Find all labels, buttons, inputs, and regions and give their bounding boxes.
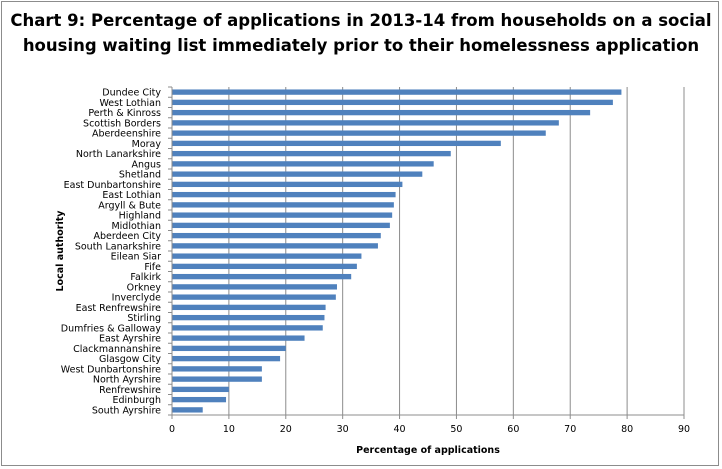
category-label: Aberdeenshire [92,129,161,140]
category-label: Orkney [127,282,162,293]
category-label: East Lothian [102,190,161,201]
bar [172,109,591,116]
category-label: Edinburgh [112,395,161,406]
x-tick-labels: 0 10 20 30 40 50 60 70 80 90 [169,424,690,435]
category-label: Dumfries & Galloway [61,323,162,334]
bar [172,386,229,393]
category-label: North Lanarkshire [76,149,161,160]
category-label: Inverclyde [112,293,162,304]
bar [172,222,390,229]
category-label: Shetland [119,170,161,181]
bar [172,314,325,321]
bar [172,253,362,259]
bar [172,130,546,136]
bar [172,120,559,126]
x-tick-label: 90 [678,424,690,435]
axes [168,86,685,419]
category-label: South Lanarkshire [75,241,161,252]
category-label: North Ayrshire [93,375,161,386]
bar [172,161,434,167]
category-label: Stirling [127,313,161,324]
category-label: Angus [131,159,161,170]
x-tick-label: 0 [169,424,175,435]
bar [172,212,393,218]
bar [172,99,613,106]
category-label: East Dunbartonshire [64,180,161,191]
x-tick-label: 70 [564,424,576,435]
category-label: Fife [144,262,161,273]
bar [172,335,305,341]
category-label: Dundee City [102,88,161,99]
category-label: Scottish Borders [83,118,161,129]
chart-title-line-2: housing waiting list immediately prior t… [22,36,700,55]
bar [172,191,396,198]
bar [172,202,394,208]
bar [172,304,326,311]
category-label: Aberdeen City [94,231,162,242]
x-tick-label: 20 [280,424,292,435]
x-tick-label: 80 [621,424,633,435]
category-label: Falkirk [130,272,161,283]
gridlines [228,87,685,415]
bar [172,294,336,300]
category-label: Midlothian [111,221,161,232]
bar [172,150,451,157]
category-label: Argyll & Bute [98,200,161,211]
category-label: East Ayrshire [99,334,161,345]
category-label: South Ayrshire [92,405,161,416]
bars [172,89,622,413]
category-label: Highland [119,211,161,222]
category-label: Renfrewshire [99,385,161,396]
x-tick-label: 30 [337,424,349,435]
bar [172,140,501,147]
bar [172,284,337,290]
x-axis-label: Percentage of applications [356,445,500,456]
category-label: Perth & Kinross [88,108,161,119]
x-tick-label: 50 [450,424,462,435]
category-label: West Dunbartonshire [61,364,161,375]
category-label: West Lothian [99,98,161,109]
bar [172,355,281,362]
bar [172,345,286,352]
chart-title-line-1: Chart 9: Percentage of applications in 2… [10,11,712,30]
bar [172,273,352,280]
bar [172,366,262,372]
bar [172,171,423,177]
bar [172,181,403,188]
category-label: Glasgow City [99,354,161,365]
bar [172,263,357,270]
bar [172,89,622,95]
x-tick-label: 60 [507,424,519,435]
category-label: Moray [132,139,162,150]
category-label: Clackmannanshire [73,344,161,355]
y-axis-label: Local authority [55,210,66,292]
bar [172,232,381,239]
category-label: East Renfrewshire [76,303,162,314]
x-tick-label: 10 [223,424,235,435]
bar [172,243,378,249]
bar [172,396,227,403]
category-label: Eilean Siar [111,252,161,263]
x-tick-label: 40 [394,424,406,435]
chart-title: Chart 9: Percentage of applications in 2… [0,8,722,58]
bar [172,325,323,331]
bar [172,376,262,382]
bar [172,407,203,413]
